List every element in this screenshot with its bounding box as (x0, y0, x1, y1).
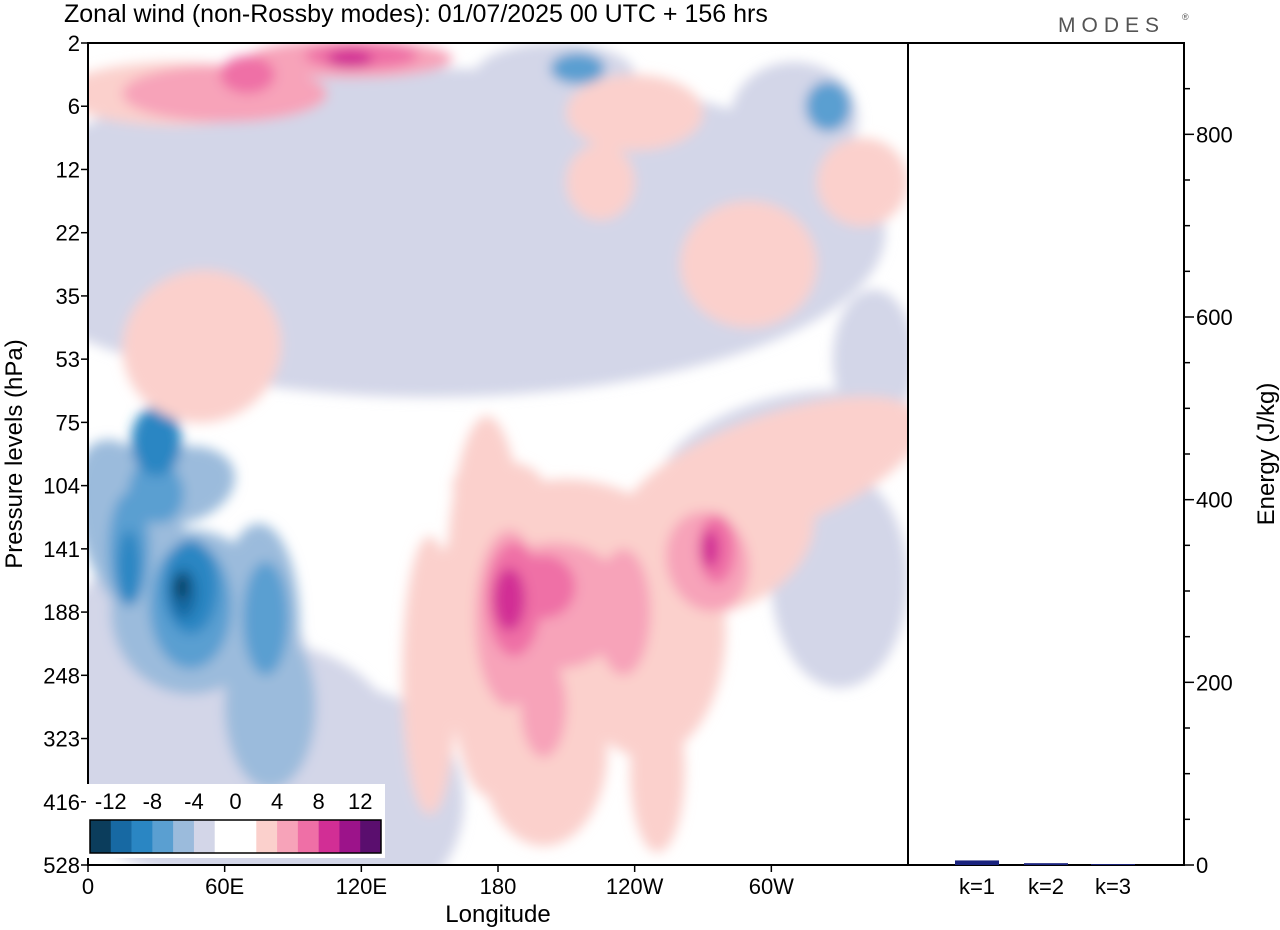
colorbar-swatch (277, 820, 299, 853)
colorbar-tick-label: 4 (271, 789, 283, 814)
field-region (128, 460, 184, 524)
x-tick-label: 120W (606, 874, 664, 899)
y-tick-label: 2 (68, 31, 80, 56)
field-region (88, 68, 886, 398)
field-region (493, 567, 526, 632)
colorbar-tick-label: -4 (184, 789, 204, 814)
chart-title: Zonal wind (non-Rossby modes): 01/07/202… (64, 0, 768, 28)
energy-bar (1091, 864, 1135, 865)
field-region (816, 137, 908, 227)
colorbar-swatch (110, 820, 132, 853)
energy-tick-label: 600 (1196, 305, 1233, 330)
energy-category-label: k=2 (1028, 874, 1064, 899)
colorbar-swatch (318, 820, 340, 853)
y-tick-label: 104 (43, 474, 80, 499)
modes-logo: MODES (1058, 14, 1165, 37)
y-tick-label: 141 (43, 537, 80, 562)
energy-bar-chart: 0 200 400 600 800 k=1 k=2 k=3 (955, 87, 1233, 899)
energy-category-label: k=1 (959, 874, 995, 899)
y-tick-label: 528 (43, 853, 80, 878)
y-tick-label: 6 (68, 94, 80, 119)
colorbar-swatch (90, 820, 112, 853)
x-tick-label: 60W (749, 874, 794, 899)
field-region (630, 687, 685, 853)
energy-category-label: k=3 (1095, 874, 1131, 899)
field-region (122, 270, 282, 423)
y-tick-label: 53 (56, 347, 80, 372)
energy-bar (955, 860, 999, 865)
colorbar-swatch (235, 820, 257, 853)
y-tick-label: 188 (43, 600, 80, 625)
y-axis-label: Pressure levels (hPa) (1, 339, 28, 568)
colorbar: -12 -8 -4 0 4 8 12 (86, 784, 385, 858)
field-region (511, 555, 576, 619)
colorbar-swatch (297, 820, 319, 853)
colorbar-swatch (339, 820, 361, 853)
x-tick-label: 120E (336, 874, 387, 899)
x-tick-label: 180 (480, 874, 517, 899)
field-region (242, 561, 289, 676)
registered-mark: ® (1182, 12, 1189, 22)
colorbar-swatch (193, 820, 216, 853)
y-tick-label: 323 (43, 727, 80, 752)
colorbar-tick-label: 12 (348, 789, 372, 814)
colorbar-tick-label: 0 (229, 789, 241, 814)
y-tick-label: 248 (43, 663, 80, 688)
field-region (805, 80, 852, 132)
energy-tick-label: 400 (1196, 488, 1233, 513)
field-region (700, 529, 719, 568)
colorbar-swatch (256, 820, 278, 853)
x-tick-label: 60E (205, 874, 244, 899)
field-region (131, 406, 182, 477)
colorbar-tick-label: -12 (95, 789, 127, 814)
field-region (520, 656, 567, 758)
colorbar-swatch (214, 820, 236, 853)
colorbar-swatch (152, 820, 174, 853)
x-tick-label: 0 (82, 874, 94, 899)
field-region (220, 55, 275, 94)
field-region (566, 74, 704, 151)
energy-axis-label: Energy (J/kg) (1253, 383, 1280, 526)
energy-bar (1024, 863, 1068, 865)
field-region (550, 52, 606, 85)
heatmap-shaded-regions (88, 43, 908, 865)
field-region (117, 529, 141, 606)
field-region (122, 65, 328, 123)
y-tick-label: 22 (56, 221, 80, 246)
y-tick-label: 12 (56, 157, 80, 182)
y-tick-label: 35 (56, 284, 80, 309)
energy-tick-label: 0 (1196, 853, 1208, 878)
energy-tick-label: 200 (1196, 670, 1233, 695)
y-tick-label: 416 (43, 790, 80, 815)
field-region (566, 144, 635, 221)
field-region (402, 536, 457, 815)
colorbar-tick-label: -8 (143, 789, 163, 814)
colorbar-swatch (131, 820, 153, 853)
colorbar-frame (89, 819, 382, 854)
colorbar-swatch (173, 820, 195, 853)
field-region (680, 201, 817, 328)
field-region (174, 574, 189, 600)
colorbar-swatch (360, 820, 382, 853)
energy-tick-label: 800 (1196, 122, 1233, 147)
field-region (595, 548, 651, 676)
x-axis-label: Longitude (445, 901, 550, 928)
y-tick-label: 75 (56, 410, 80, 435)
field-region (327, 49, 373, 69)
colorbar-tick-label: 8 (313, 789, 325, 814)
heatmap-field (88, 43, 908, 865)
field-region (832, 289, 908, 429)
field-region (224, 624, 316, 790)
energy-panel-frame (907, 42, 1185, 866)
